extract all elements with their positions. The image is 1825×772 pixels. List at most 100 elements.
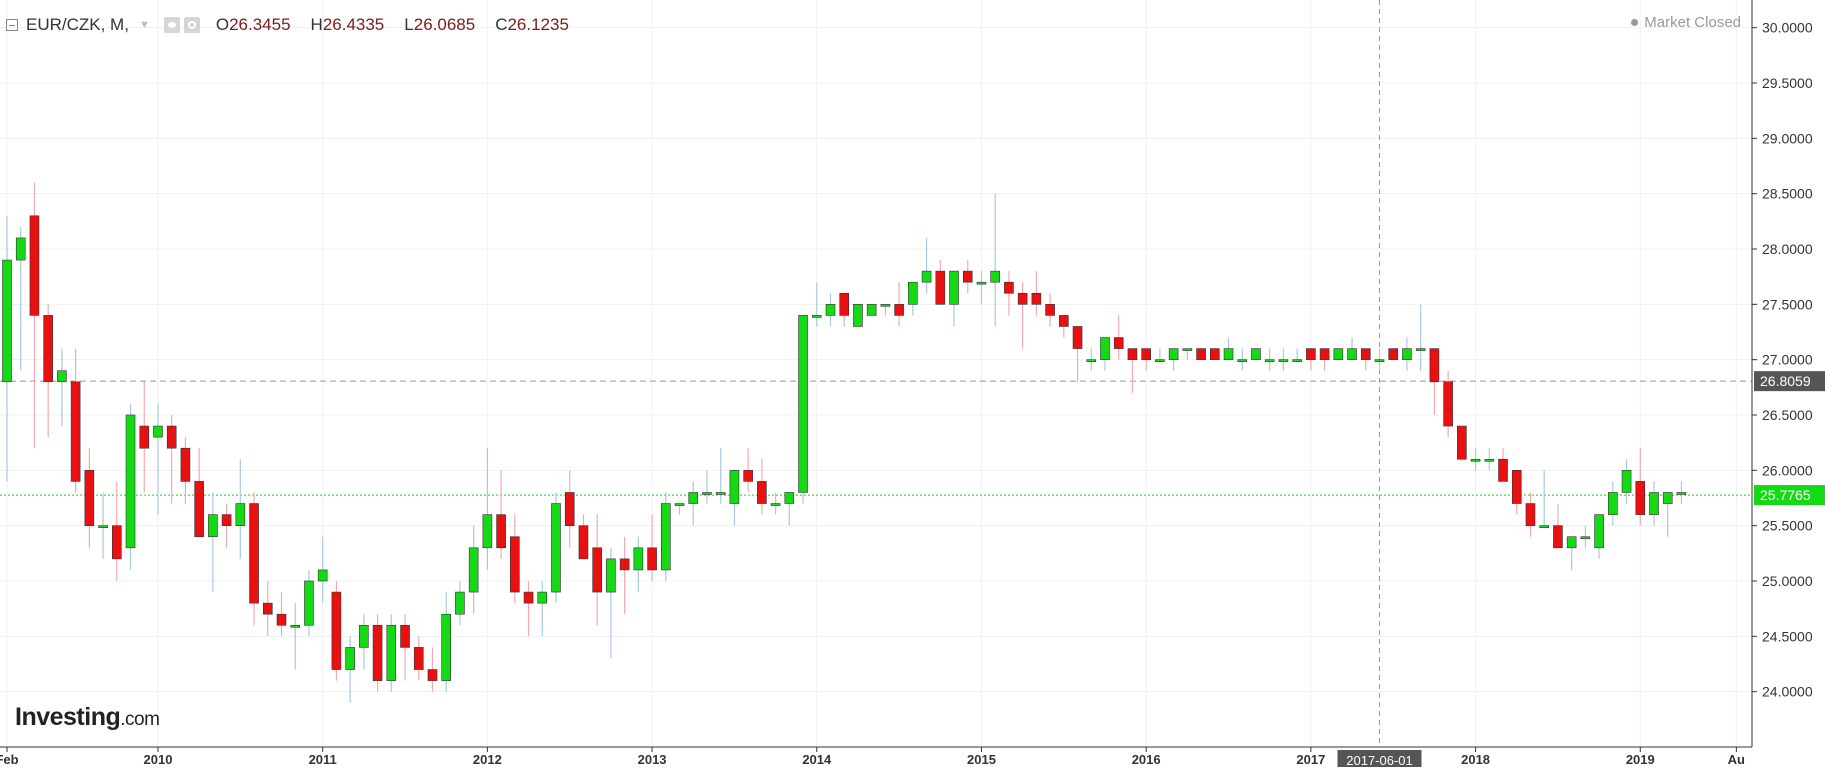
y-tick-label: 25.5000 xyxy=(1762,518,1813,534)
candle xyxy=(1237,348,1248,371)
candle-body-up xyxy=(770,503,781,506)
candle-body-up xyxy=(908,281,918,305)
candle-body-up xyxy=(1347,348,1357,360)
candle xyxy=(455,581,465,626)
chevron-down-icon[interactable]: ▼ xyxy=(138,19,150,31)
candle xyxy=(894,282,904,327)
candle xyxy=(372,614,383,692)
close-item: C26.1235 xyxy=(495,15,569,34)
candle xyxy=(1662,492,1673,537)
candle-body-up xyxy=(976,281,987,285)
candle-body-down xyxy=(1045,304,1055,316)
eye-icon[interactable] xyxy=(163,17,180,33)
candle-body-down xyxy=(29,215,40,316)
y-tick-label: 27.5000 xyxy=(1762,296,1813,312)
candle xyxy=(1086,348,1097,371)
candle xyxy=(84,448,95,548)
crosshair-date-box xyxy=(1337,750,1422,770)
candle xyxy=(1017,282,1028,349)
candle-body-down xyxy=(372,624,383,681)
candle xyxy=(1470,448,1481,471)
candle-body-down xyxy=(1141,348,1151,360)
candle-body-up xyxy=(345,647,355,670)
candle xyxy=(1402,337,1412,371)
candle-body-down xyxy=(1443,381,1453,427)
x-tick-label: 2019 xyxy=(1626,752,1655,767)
candle-body-up xyxy=(1100,337,1110,360)
candle xyxy=(908,281,918,316)
candle-body-up xyxy=(702,492,712,495)
candle-body-up xyxy=(290,624,301,628)
candle xyxy=(98,492,108,559)
candle-body-up xyxy=(386,624,397,681)
candle-body-down xyxy=(1210,348,1220,360)
candle xyxy=(304,569,314,637)
candle xyxy=(1155,348,1165,362)
candle xyxy=(1306,348,1316,371)
candle-body-up xyxy=(853,304,863,327)
symbol-label[interactable]: EUR/CZK, M, xyxy=(26,15,129,34)
candle-body-down xyxy=(523,591,534,604)
candle xyxy=(1292,348,1302,362)
candle xyxy=(784,492,795,526)
candle-body-up xyxy=(798,315,808,493)
candle-body-down xyxy=(221,514,232,526)
candle-body-up xyxy=(98,525,108,528)
candle xyxy=(1621,459,1632,504)
low-value: 26.0685 xyxy=(413,15,476,34)
gear-icon[interactable] xyxy=(183,17,200,33)
candle xyxy=(990,193,1001,327)
candle-body-up xyxy=(304,580,314,626)
candle xyxy=(962,260,973,294)
candle xyxy=(1031,271,1042,316)
y-tick-label: 29.0000 xyxy=(1762,130,1813,146)
candle-body-down xyxy=(1059,315,1069,327)
y-tick-label: 26.0000 xyxy=(1762,462,1813,478)
candle-body-up xyxy=(949,270,959,305)
candle-body-up xyxy=(660,503,671,571)
candle-body-up xyxy=(921,270,932,283)
collapse-icon[interactable] xyxy=(6,19,18,31)
candle-body-down xyxy=(1635,481,1646,515)
y-tick-label: 29.5000 xyxy=(1762,75,1813,91)
candle xyxy=(29,182,40,449)
candle-body-up xyxy=(455,591,465,615)
candle xyxy=(1608,481,1618,526)
candle xyxy=(688,481,699,526)
y-tick-label: 26.5000 xyxy=(1762,407,1813,423)
candle xyxy=(1676,481,1687,504)
candle-body-down xyxy=(592,547,602,593)
candle-body-down xyxy=(757,481,767,504)
open-item: O26.3455 xyxy=(215,15,291,34)
candle xyxy=(1223,337,1234,360)
candle xyxy=(441,592,452,692)
candle-body-down xyxy=(1360,348,1371,360)
candle xyxy=(743,448,753,493)
candle-body-up xyxy=(1649,492,1659,515)
candle-body-down xyxy=(1388,348,1399,360)
candle-body-down xyxy=(578,525,589,560)
candle-body-down xyxy=(43,315,53,383)
candle-body-down xyxy=(839,292,850,316)
candle xyxy=(564,470,575,548)
current-price-box xyxy=(1754,485,1825,506)
candle-body-up xyxy=(606,558,616,593)
candle-body-up xyxy=(1292,359,1302,362)
candle-body-down xyxy=(496,514,506,549)
candle-body-down xyxy=(1113,337,1124,349)
candle xyxy=(386,614,397,692)
candle-body-down xyxy=(180,447,191,482)
y-tick-label: 25.0000 xyxy=(1762,573,1813,589)
candle xyxy=(15,226,26,371)
candle-body-up xyxy=(1182,348,1193,351)
candle xyxy=(235,459,246,559)
candle-body-down xyxy=(1429,348,1440,383)
candle xyxy=(1045,293,1055,327)
candle xyxy=(194,448,204,538)
candle xyxy=(825,293,836,327)
candle-body-up xyxy=(729,470,740,504)
candle-body-down xyxy=(1127,348,1138,360)
